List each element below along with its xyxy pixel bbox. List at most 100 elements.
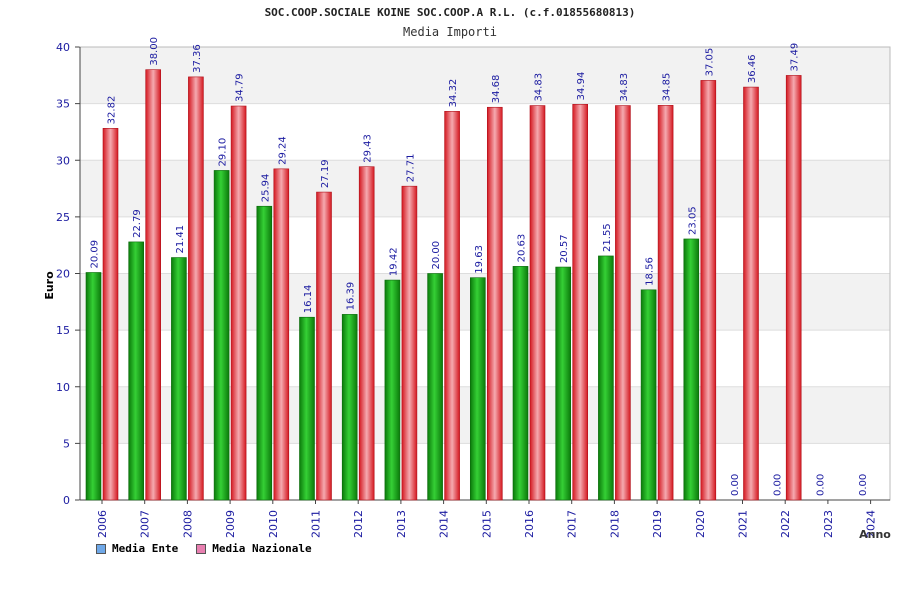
x-tick-label: 2018: [608, 510, 621, 538]
bar-media-ente: [341, 314, 358, 501]
x-tick-label: 2010: [267, 510, 280, 538]
bar-media-ente: [85, 272, 102, 501]
data-label: 19.63: [474, 245, 485, 274]
bar-media-ente: [469, 277, 486, 501]
y-tick-label: 35: [56, 98, 70, 111]
x-tick-label: 2011: [310, 510, 323, 538]
data-label: 32.82: [107, 96, 118, 125]
bar-media-ente: [128, 241, 144, 501]
data-label: 29.10: [218, 138, 229, 167]
x-tick-label: 2012: [352, 510, 365, 538]
data-label: 22.79: [132, 209, 143, 238]
bar-media-ente: [555, 266, 572, 501]
data-label: 0.00: [858, 474, 869, 496]
y-tick-label: 20: [56, 268, 70, 281]
data-label: 34.85: [662, 73, 673, 102]
data-label: 34.32: [448, 79, 459, 108]
data-label: 21.41: [175, 225, 186, 254]
legend-item-media-nazionale: Media Nazionale: [196, 542, 312, 555]
x-tick-label: 2013: [395, 510, 408, 538]
bar-media-nazionale: [572, 104, 589, 501]
y-tick-label: 40: [56, 41, 70, 54]
legend-item-media-ente: Media Ente: [96, 542, 178, 555]
bar-media-nazionale: [743, 86, 759, 501]
y-tick-label: 5: [63, 437, 70, 450]
bar-media-nazionale: [316, 191, 332, 501]
y-tick-label: 10: [56, 381, 70, 394]
x-tick-label: 2023: [822, 510, 835, 538]
x-tick-label: 2020: [694, 510, 707, 538]
y-tick-label: 15: [56, 324, 70, 337]
data-label: 27.19: [320, 159, 331, 188]
data-label: 16.39: [346, 282, 357, 311]
data-label: 20.57: [559, 234, 570, 263]
bar-media-ente: [427, 273, 443, 501]
x-tick-label: 2007: [139, 510, 152, 538]
bar-media-nazionale: [358, 166, 375, 501]
data-label: 34.83: [619, 73, 630, 102]
x-tick-label: 2016: [523, 510, 536, 538]
data-label: 38.00: [149, 37, 160, 66]
x-tick-label: 2015: [480, 510, 493, 538]
bar-media-nazionale: [188, 76, 204, 501]
data-label: 34.79: [235, 73, 246, 102]
x-tick-label: 2022: [779, 510, 792, 538]
data-label: 21.55: [602, 223, 613, 252]
bar-media-nazionale: [145, 69, 161, 501]
y-tick-label: 30: [56, 154, 70, 167]
data-label: 20.63: [517, 234, 528, 263]
bar-media-nazionale: [700, 80, 717, 501]
data-label: 20.09: [90, 240, 101, 269]
legend-swatch-media-ente: [96, 543, 106, 554]
y-axis-title: Euro: [43, 271, 56, 300]
data-label: 34.83: [534, 73, 545, 102]
bar-media-ente: [171, 257, 187, 501]
bar-media-nazionale: [785, 75, 802, 501]
x-tick-label: 2009: [224, 510, 237, 538]
x-tick-label: 2006: [96, 510, 109, 538]
data-label: 29.24: [277, 136, 288, 165]
legend: Media Ente Media Nazionale: [96, 542, 312, 555]
data-label: 19.42: [388, 247, 399, 276]
bar-media-nazionale: [486, 106, 503, 501]
bar-media-nazionale: [230, 105, 247, 501]
chart-subtitle: Media Importi: [403, 25, 497, 39]
data-label: 37.05: [704, 48, 715, 77]
bar-media-ente: [299, 316, 315, 501]
bar-media-ente: [256, 205, 273, 501]
data-label: 29.43: [363, 134, 374, 163]
bar-media-ente: [213, 170, 230, 501]
chart-title: SOC.COOP.SOCIALE KOINE SOC.COOP.A R.L. (…: [264, 6, 636, 19]
legend-swatch-media-nazionale: [196, 543, 207, 554]
bar-media-nazionale: [657, 105, 674, 501]
x-tick-label: 2019: [651, 510, 664, 538]
legend-label-media-ente: Media Ente: [112, 542, 179, 555]
bar-media-ente: [683, 238, 700, 501]
data-label: 37.49: [790, 43, 801, 72]
bar-media-ente: [640, 289, 657, 501]
data-label: 16.14: [303, 285, 314, 314]
data-label: 34.94: [576, 72, 587, 101]
data-label: 20.00: [431, 241, 442, 270]
data-label: 25.94: [260, 174, 271, 203]
x-axis-title: Anno: [859, 528, 891, 541]
x-tick-label: 2024: [865, 510, 878, 538]
bar-media-ente: [512, 266, 529, 501]
bar-media-ente: [598, 255, 614, 501]
x-tick-label: 2021: [737, 510, 750, 538]
bar-media-ente: [384, 279, 401, 501]
bar-media-nazionale: [102, 128, 119, 501]
bar-media-nazionale: [273, 168, 290, 501]
data-label: 18.56: [645, 257, 656, 286]
data-label: 23.05: [687, 206, 698, 235]
data-label: 37.36: [192, 44, 203, 73]
y-tick-label: 25: [56, 211, 70, 224]
data-label: 36.46: [747, 54, 758, 83]
y-tick-label: 0: [63, 494, 70, 507]
x-tick-label: 2014: [438, 510, 451, 538]
x-tick-label: 2017: [566, 510, 579, 538]
bar-media-nazionale: [401, 185, 418, 501]
data-label: 34.68: [491, 75, 502, 104]
